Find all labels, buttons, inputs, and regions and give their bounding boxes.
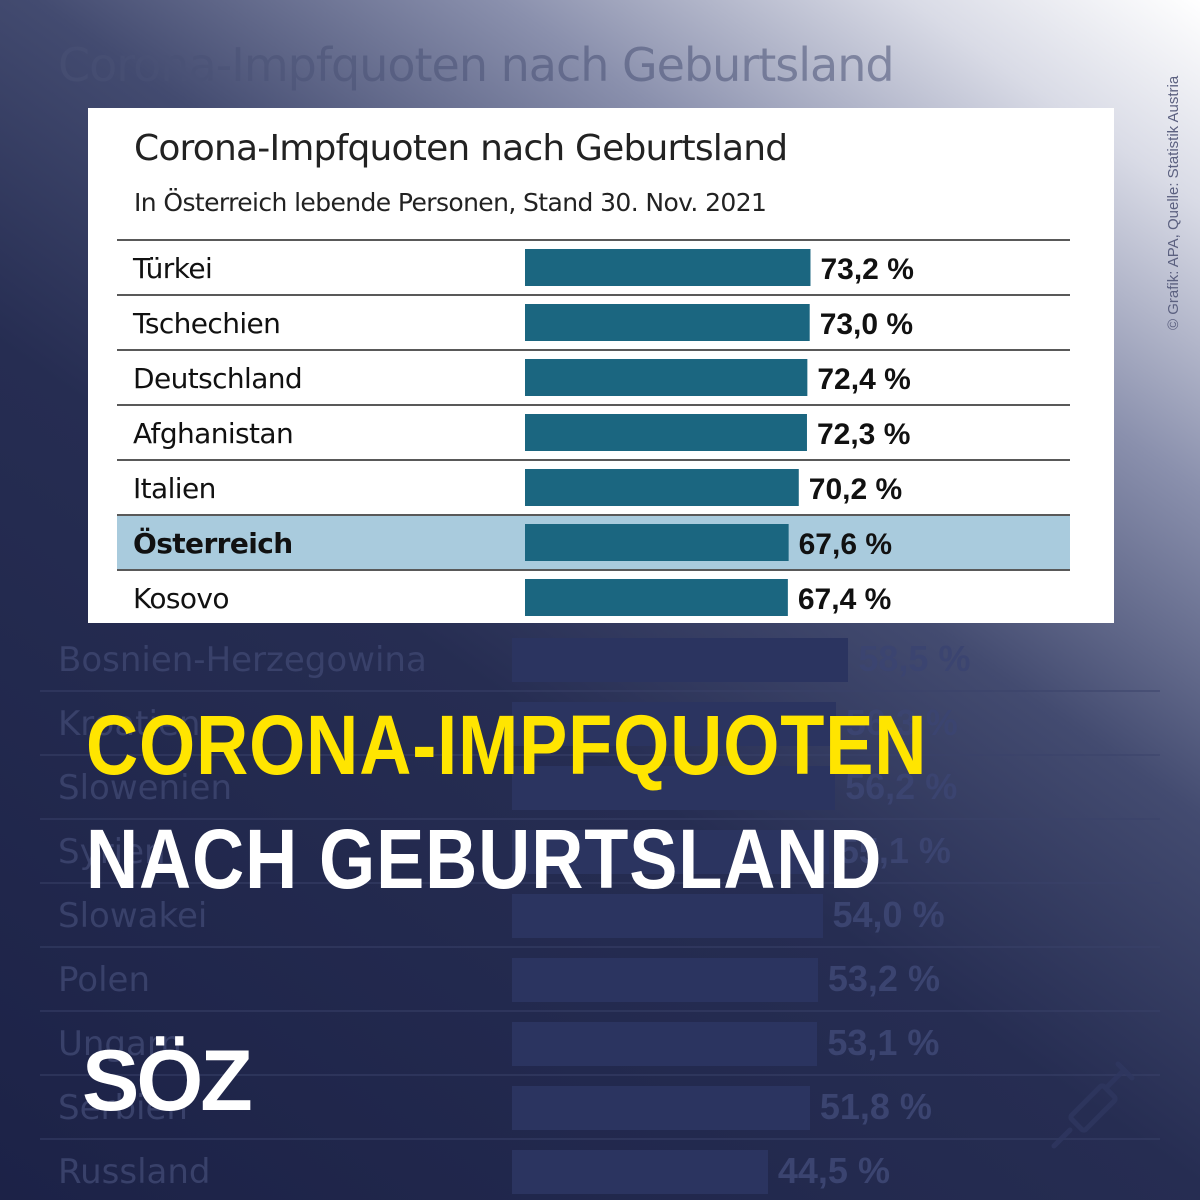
background-row-label: Slowakei	[58, 896, 208, 936]
bar	[525, 359, 808, 396]
category-label: Italien	[133, 472, 216, 505]
background-row-label: Ungarn	[58, 1024, 182, 1064]
background-bar	[512, 830, 829, 874]
value-label: 72,3 %	[817, 418, 910, 451]
background-value-label: 56,3 %	[845, 702, 958, 743]
background-value-label: 56,2 %	[845, 766, 958, 807]
value-label: 73,2 %	[820, 253, 913, 286]
background-bar	[512, 958, 818, 1002]
category-label: Kosovo	[133, 582, 229, 615]
background-bar	[512, 894, 823, 938]
background-bar	[512, 702, 836, 746]
bar	[525, 524, 789, 561]
chart-title: Corona-Impfquoten nach Geburtsland	[134, 128, 788, 169]
background-row-divider	[40, 754, 1160, 756]
category-label: Tschechien	[132, 307, 280, 340]
background-row-label: Russland	[58, 1152, 211, 1192]
background-value-label: 44,5 %	[777, 1150, 890, 1191]
background-bar	[512, 1086, 810, 1130]
background-row-divider	[40, 818, 1160, 820]
headline-line-1: CORONA-IMPFQUOTEN	[86, 698, 928, 792]
chart-card: Corona-Impfquoten nach Geburtsland In Ös…	[88, 108, 1114, 623]
background-value-label: 55,1 %	[838, 830, 951, 871]
background-row-label: Polen	[58, 960, 151, 1000]
background-value-label: 54,0 %	[832, 894, 945, 935]
category-label: Afghanistan	[133, 417, 293, 450]
chart-subtitle: In Österreich lebende Personen, Stand 30…	[134, 188, 767, 217]
background-row-label: Slowenien	[58, 768, 233, 808]
headline: CORONA-IMPFQUOTEN NACH GEBURTSLAND	[86, 700, 1064, 904]
background-row: Bosnien-Herzegowina 58,5 %	[0, 632, 1200, 692]
background-row: Kroatien 56,3 %	[0, 696, 1200, 756]
background-chart-title: Corona-Impfquoten nach Geburtsland	[58, 38, 895, 92]
brand-logo: SÖZ	[82, 1033, 253, 1129]
background-value-label: 53,1 %	[827, 1022, 940, 1063]
value-label: 67,4 %	[798, 583, 891, 616]
background-bar	[512, 638, 849, 682]
bar-chart: Türkei 73,2 % Tschechien 73,0 % Deutschland 7…	[117, 239, 1070, 616]
background-bar	[512, 1022, 818, 1066]
background-row-label: Bosnien-Herzegowina	[58, 640, 427, 680]
background-row-divider	[40, 882, 1160, 884]
background-row-divider	[40, 690, 1160, 692]
headline-line-2: NACH GEBURTSLAND	[86, 812, 883, 906]
background-row-divider	[40, 1138, 1160, 1140]
background-bar	[512, 1150, 768, 1194]
bar	[525, 249, 811, 286]
bar	[525, 469, 799, 506]
category-label: Deutschland	[133, 362, 302, 395]
bar	[525, 304, 810, 341]
value-label: 67,6 %	[799, 528, 892, 561]
source-credit: © Grafik: APA, Quelle: Statistik Austria	[1165, 75, 1182, 330]
category-label: Türkei	[132, 252, 212, 285]
background-row: Polen 53,2 %	[0, 952, 1200, 1012]
background-row-divider	[40, 946, 1160, 948]
background-row: Russland 44,5 %	[0, 1144, 1200, 1200]
background-row-label: Syrien	[58, 832, 166, 872]
bar	[525, 579, 788, 616]
category-label: Österreich	[133, 526, 293, 560]
background-value-label: 51,8 %	[819, 1086, 932, 1127]
value-label: 70,2 %	[809, 473, 902, 506]
background-value-label: 58,5 %	[858, 638, 971, 679]
background-row: Slowakei 54,0 %	[0, 888, 1200, 948]
background-row: Serbien 51,8 %	[0, 1080, 1200, 1140]
background-row-label: Kroatien	[58, 704, 201, 744]
background-row: Syrien 55,1 %	[0, 824, 1200, 884]
background-row-label: Serbien	[58, 1088, 188, 1128]
bar	[525, 414, 807, 451]
syringe-icon	[1051, 1061, 1135, 1149]
background-row: Ungarn 53,1 %	[0, 1016, 1200, 1076]
background-row: Slowenien 56,2 %	[0, 760, 1200, 820]
background-row-divider	[40, 1074, 1160, 1076]
background-bar	[512, 766, 836, 810]
value-label: 72,4 %	[817, 363, 910, 396]
background-row-divider	[40, 1010, 1160, 1012]
background-value-label: 53,2 %	[827, 958, 940, 999]
value-label: 73,0 %	[820, 308, 913, 341]
